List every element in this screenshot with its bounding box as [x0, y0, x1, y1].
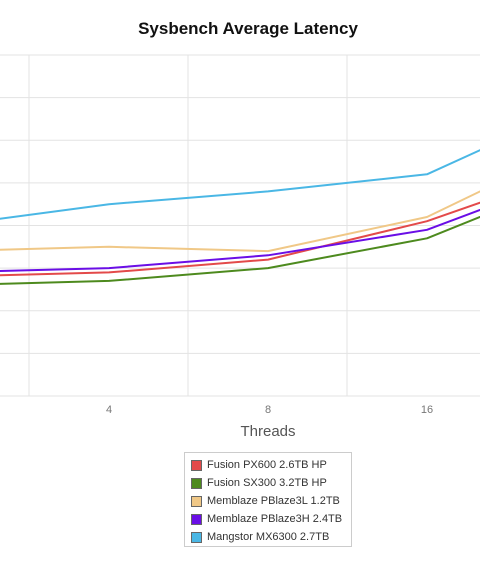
legend-label: Fusion SX300 3.2TB HP — [207, 477, 327, 489]
x-axis-label: Threads — [240, 423, 296, 440]
legend-item[interactable]: Fusion PX600 2.6TB HP — [191, 456, 351, 474]
legend-label: Mangstor MX6300 2.7TB — [207, 531, 330, 543]
x-tick-labels: 4 8 16 — [106, 404, 433, 416]
series-line-1 — [0, 201, 480, 277]
legend-item[interactable]: Memblaze PBlaze3L 1.2TB — [191, 492, 351, 510]
grid — [0, 54, 480, 397]
legend-label: Memblaze PBlaze3H 2.4TB — [207, 513, 343, 525]
legend-item[interactable]: Mangstor MX6300 2.7TB — [191, 528, 351, 546]
series-line-3 — [0, 190, 480, 253]
line-chart: 4 8 16 — [0, 54, 480, 416]
legend-item[interactable]: Memblaze PBlaze3H 2.4TB — [191, 510, 351, 528]
x-tick-label: 4 — [106, 404, 112, 416]
x-tick-label: 16 — [421, 404, 433, 416]
legend-swatch — [191, 459, 202, 471]
series-lines — [0, 149, 480, 285]
series-line-2 — [0, 215, 480, 285]
legend-swatch — [191, 495, 202, 507]
chart-title: Sysbench Average Latency — [138, 19, 358, 38]
legend: Fusion PX600 2.6TB HP Fusion SX300 3.2TB … — [184, 452, 352, 547]
legend-label: Fusion PX600 2.6TB HP — [207, 459, 327, 471]
legend-swatch — [191, 513, 202, 525]
series-line-5 — [0, 149, 480, 220]
legend-swatch — [191, 477, 202, 489]
series-line-4 — [0, 208, 480, 273]
legend-label: Memblaze PBlaze3L 1.2TB — [207, 495, 340, 507]
x-tick-label: 8 — [265, 404, 271, 416]
legend-item[interactable]: Fusion SX300 3.2TB HP — [191, 474, 351, 492]
legend-swatch — [191, 531, 202, 543]
